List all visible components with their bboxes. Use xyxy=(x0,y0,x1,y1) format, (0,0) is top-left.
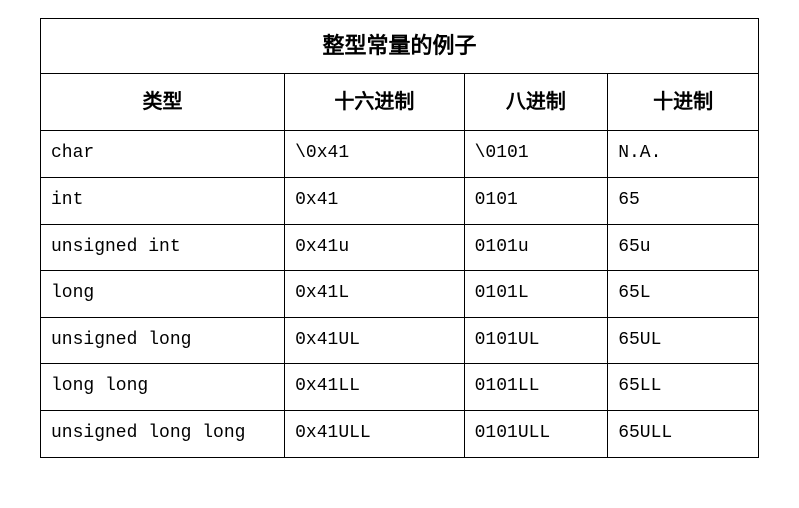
table-cell: 65LL xyxy=(608,364,759,411)
col-header-hex: 十六进制 xyxy=(285,74,465,131)
table-cell: 0101LL xyxy=(464,364,608,411)
table-cell: long xyxy=(41,271,285,318)
table-cell: 0x41 xyxy=(285,177,465,224)
table-cell: 0x41L xyxy=(285,271,465,318)
table-row: int0x41010165 xyxy=(41,177,759,224)
table-title: 整型常量的例子 xyxy=(41,19,759,74)
table-cell: int xyxy=(41,177,285,224)
table-cell: 0x41UL xyxy=(285,317,465,364)
table-cell: unsigned int xyxy=(41,224,285,271)
table-cell: 0x41ULL xyxy=(285,410,465,457)
table-cell: 65 xyxy=(608,177,759,224)
table-row: unsigned int0x41u0101u65u xyxy=(41,224,759,271)
table-cell: 0101ULL xyxy=(464,410,608,457)
table-cell: 0x41LL xyxy=(285,364,465,411)
col-header-type: 类型 xyxy=(41,74,285,131)
table-row: unsigned long long0x41ULL0101ULL65ULL xyxy=(41,410,759,457)
table-cell: 65L xyxy=(608,271,759,318)
table-row: unsigned long0x41UL0101UL65UL xyxy=(41,317,759,364)
integer-constants-table: 整型常量的例子 类型 十六进制 八进制 十进制 char\0x41\0101N.… xyxy=(40,18,759,458)
table-cell: 0101UL xyxy=(464,317,608,364)
table-row: long long0x41LL0101LL65LL xyxy=(41,364,759,411)
table-cell: unsigned long xyxy=(41,317,285,364)
table-cell: 0101u xyxy=(464,224,608,271)
table-cell: \0101 xyxy=(464,131,608,178)
table-row: char\0x41\0101N.A. xyxy=(41,131,759,178)
table-cell: \0x41 xyxy=(285,131,465,178)
table-cell: 65ULL xyxy=(608,410,759,457)
table-cell: 0101L xyxy=(464,271,608,318)
table-row: long0x41L0101L65L xyxy=(41,271,759,318)
col-header-dec: 十进制 xyxy=(608,74,759,131)
table-cell: char xyxy=(41,131,285,178)
table-cell: 0x41u xyxy=(285,224,465,271)
table-body: char\0x41\0101N.A.int0x41010165unsigned … xyxy=(41,131,759,457)
table-cell: unsigned long long xyxy=(41,410,285,457)
table-cell: 0101 xyxy=(464,177,608,224)
table-cell: 65u xyxy=(608,224,759,271)
table-cell: N.A. xyxy=(608,131,759,178)
table-cell: 65UL xyxy=(608,317,759,364)
table-cell: long long xyxy=(41,364,285,411)
col-header-oct: 八进制 xyxy=(464,74,608,131)
